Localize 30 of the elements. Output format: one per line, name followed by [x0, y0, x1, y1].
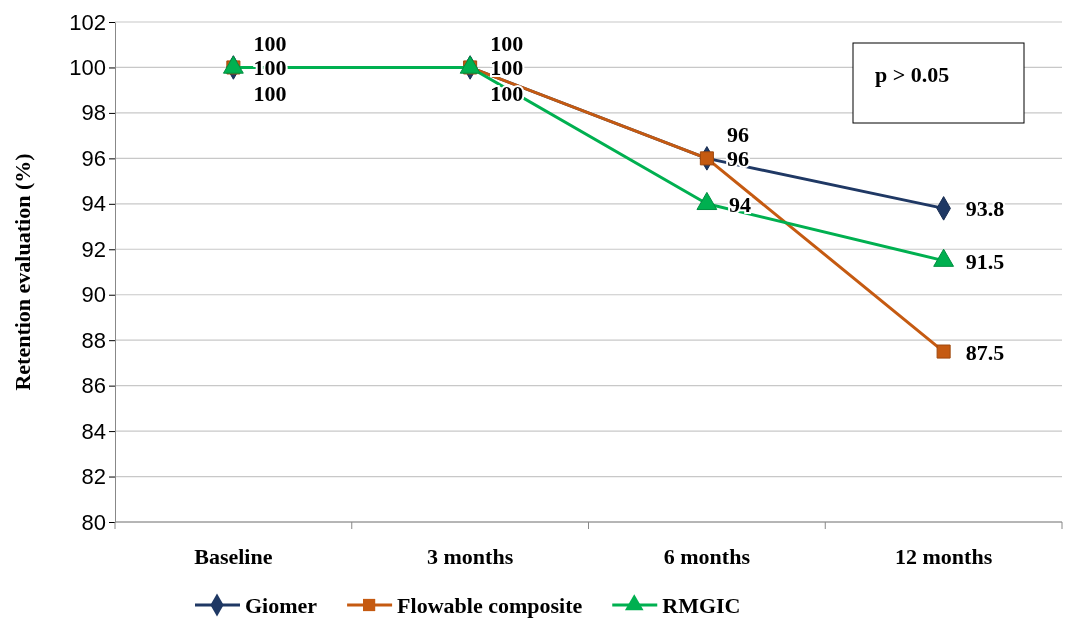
data-label: 91.5 [965, 248, 1005, 274]
y-tick-label: 98 [81, 100, 106, 126]
y-tick-label: 82 [81, 464, 106, 490]
x-tick-label: 3 months [427, 544, 514, 569]
legend-label: Giomer [245, 593, 318, 618]
data-label: 94 [728, 191, 751, 217]
y-tick-label: 102 [69, 9, 106, 35]
y-tick-label: 90 [81, 282, 106, 308]
x-tick-label: 12 months [895, 544, 993, 569]
y-tick-label: 94 [81, 191, 106, 217]
y-tick-label: 80 [81, 509, 106, 535]
annotation: p > 0.05 [875, 62, 950, 87]
legend-label: Flowable composite [397, 593, 583, 618]
data-label: 100 [253, 31, 287, 57]
y-tick-label: 84 [81, 418, 106, 444]
legend-label: RMGIC [662, 593, 741, 618]
data-label: 93.8 [965, 196, 1005, 222]
y-tick-label: 92 [81, 236, 106, 262]
y-tick-label: 96 [81, 145, 106, 171]
y-tick-label: 86 [81, 373, 106, 399]
data-label: 87.5 [965, 339, 1005, 365]
data-label: 100 [490, 55, 524, 81]
data-label: 100 [253, 81, 287, 107]
y-tick-label: 100 [69, 54, 106, 80]
y-tick-label: 88 [81, 327, 106, 353]
x-tick-label: 6 months [663, 544, 751, 569]
data-label: 96 [726, 122, 749, 148]
data-label: 100 [490, 31, 524, 57]
y-axis-title: Retention evaluation (%) [10, 153, 35, 391]
x-tick-label: Baseline [194, 544, 273, 569]
